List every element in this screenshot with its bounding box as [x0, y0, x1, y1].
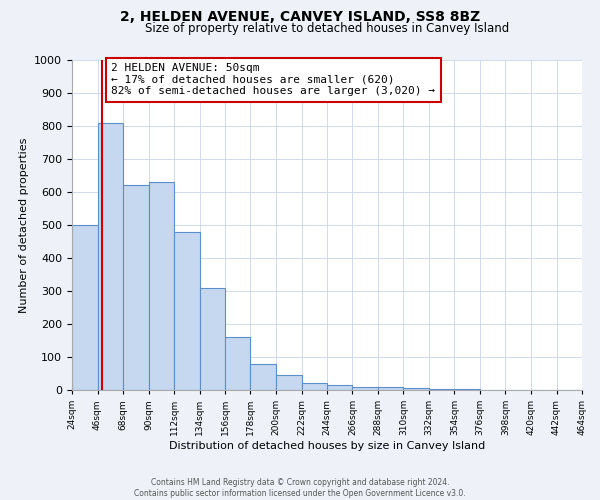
Bar: [97, 122, 123, 390]
Text: Contains HM Land Registry data © Crown copyright and database right 2024.
Contai: Contains HM Land Registry data © Crown c…: [134, 478, 466, 498]
Bar: [403, 388, 429, 390]
Text: 2, HELDEN AVENUE, CANVEY ISLAND, SS8 8BZ: 2, HELDEN AVENUE, CANVEY ISLAND, SS8 8BZ: [120, 10, 480, 24]
Bar: [378, 388, 403, 390]
Bar: [251, 364, 276, 390]
Bar: [123, 186, 149, 390]
Bar: [327, 385, 352, 390]
Bar: [174, 232, 199, 390]
Bar: [72, 225, 97, 390]
X-axis label: Distribution of detached houses by size in Canvey Island: Distribution of detached houses by size …: [169, 441, 485, 451]
Y-axis label: Number of detached properties: Number of detached properties: [19, 138, 29, 312]
Bar: [225, 337, 251, 390]
Bar: [302, 384, 327, 390]
Bar: [199, 288, 225, 390]
Bar: [352, 386, 378, 390]
Bar: [149, 182, 174, 390]
Text: 2 HELDEN AVENUE: 50sqm
← 17% of detached houses are smaller (620)
82% of semi-de: 2 HELDEN AVENUE: 50sqm ← 17% of detached…: [112, 64, 436, 96]
Title: Size of property relative to detached houses in Canvey Island: Size of property relative to detached ho…: [145, 22, 509, 35]
Bar: [276, 375, 302, 390]
Bar: [429, 389, 455, 390]
